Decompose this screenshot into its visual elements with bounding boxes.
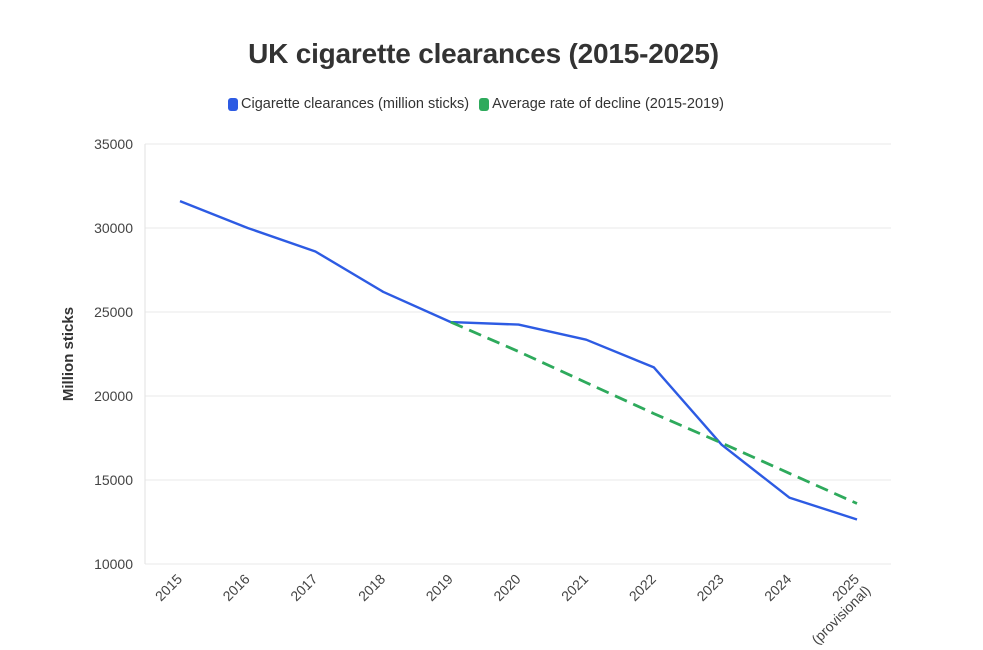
y-tick-label: 15000 — [94, 472, 133, 488]
legend: Cigarette clearances (million sticks) Av… — [0, 96, 952, 112]
x-tick-label: 2022 — [626, 571, 659, 604]
x-tick-label: 2023 — [693, 571, 726, 604]
y-tick-label: 20000 — [94, 388, 133, 404]
legend-label-decline: Average rate of decline (2015-2019) — [492, 96, 724, 112]
legend-swatch-clearances — [228, 97, 239, 111]
grid — [145, 143, 891, 565]
legend-label-clearances: Cigarette clearances (million sticks) — [241, 96, 470, 112]
x-tick-label: 2016 — [219, 571, 252, 604]
y-tick-label: 25000 — [94, 304, 133, 320]
x-tick-label: 2017 — [287, 571, 320, 604]
x-tick-label-line: 2023 — [693, 571, 726, 604]
chart-title: UK cigarette clearances (2015-2025) — [248, 38, 719, 69]
legend-swatch-decline — [479, 97, 490, 111]
x-tick-label-line: 2016 — [219, 571, 252, 604]
x-tick-label: 2019 — [423, 571, 456, 604]
x-tick-label-line: 2022 — [626, 571, 659, 604]
x-tick-label: 2024 — [761, 571, 794, 604]
x-tick-label-line: 2020 — [490, 571, 523, 604]
x-tick-label-line: 2017 — [287, 571, 320, 604]
series-line-decline[interactable] — [450, 320, 858, 505]
x-tick-label: 2015 — [152, 571, 185, 604]
y-tick-label: 10000 — [94, 556, 133, 572]
x-tick-label-line: 2015 — [152, 571, 185, 604]
legend-item-decline[interactable]: Average rate of decline (2015-2019) — [479, 96, 724, 112]
x-tick-label: 2018 — [355, 571, 388, 604]
x-tick-label-line: 2018 — [355, 571, 388, 604]
x-tick-label: 2021 — [558, 571, 591, 604]
y-tick-label: 30000 — [94, 220, 133, 236]
x-tick-label-line: 2024 — [761, 571, 794, 604]
x-tick-label: 2020 — [490, 571, 523, 604]
y-axis-label: Million sticks — [60, 307, 77, 401]
x-tick-label-line: 2019 — [423, 571, 456, 604]
x-tick-label: 2025(provisional) — [797, 571, 874, 648]
series-line-clearances[interactable] — [179, 199, 858, 521]
y-tick-label: 35000 — [94, 136, 133, 152]
legend-item-clearances[interactable]: Cigarette clearances (million sticks) — [228, 96, 469, 112]
x-tick-label-line: 2021 — [558, 571, 591, 604]
series — [179, 199, 858, 521]
